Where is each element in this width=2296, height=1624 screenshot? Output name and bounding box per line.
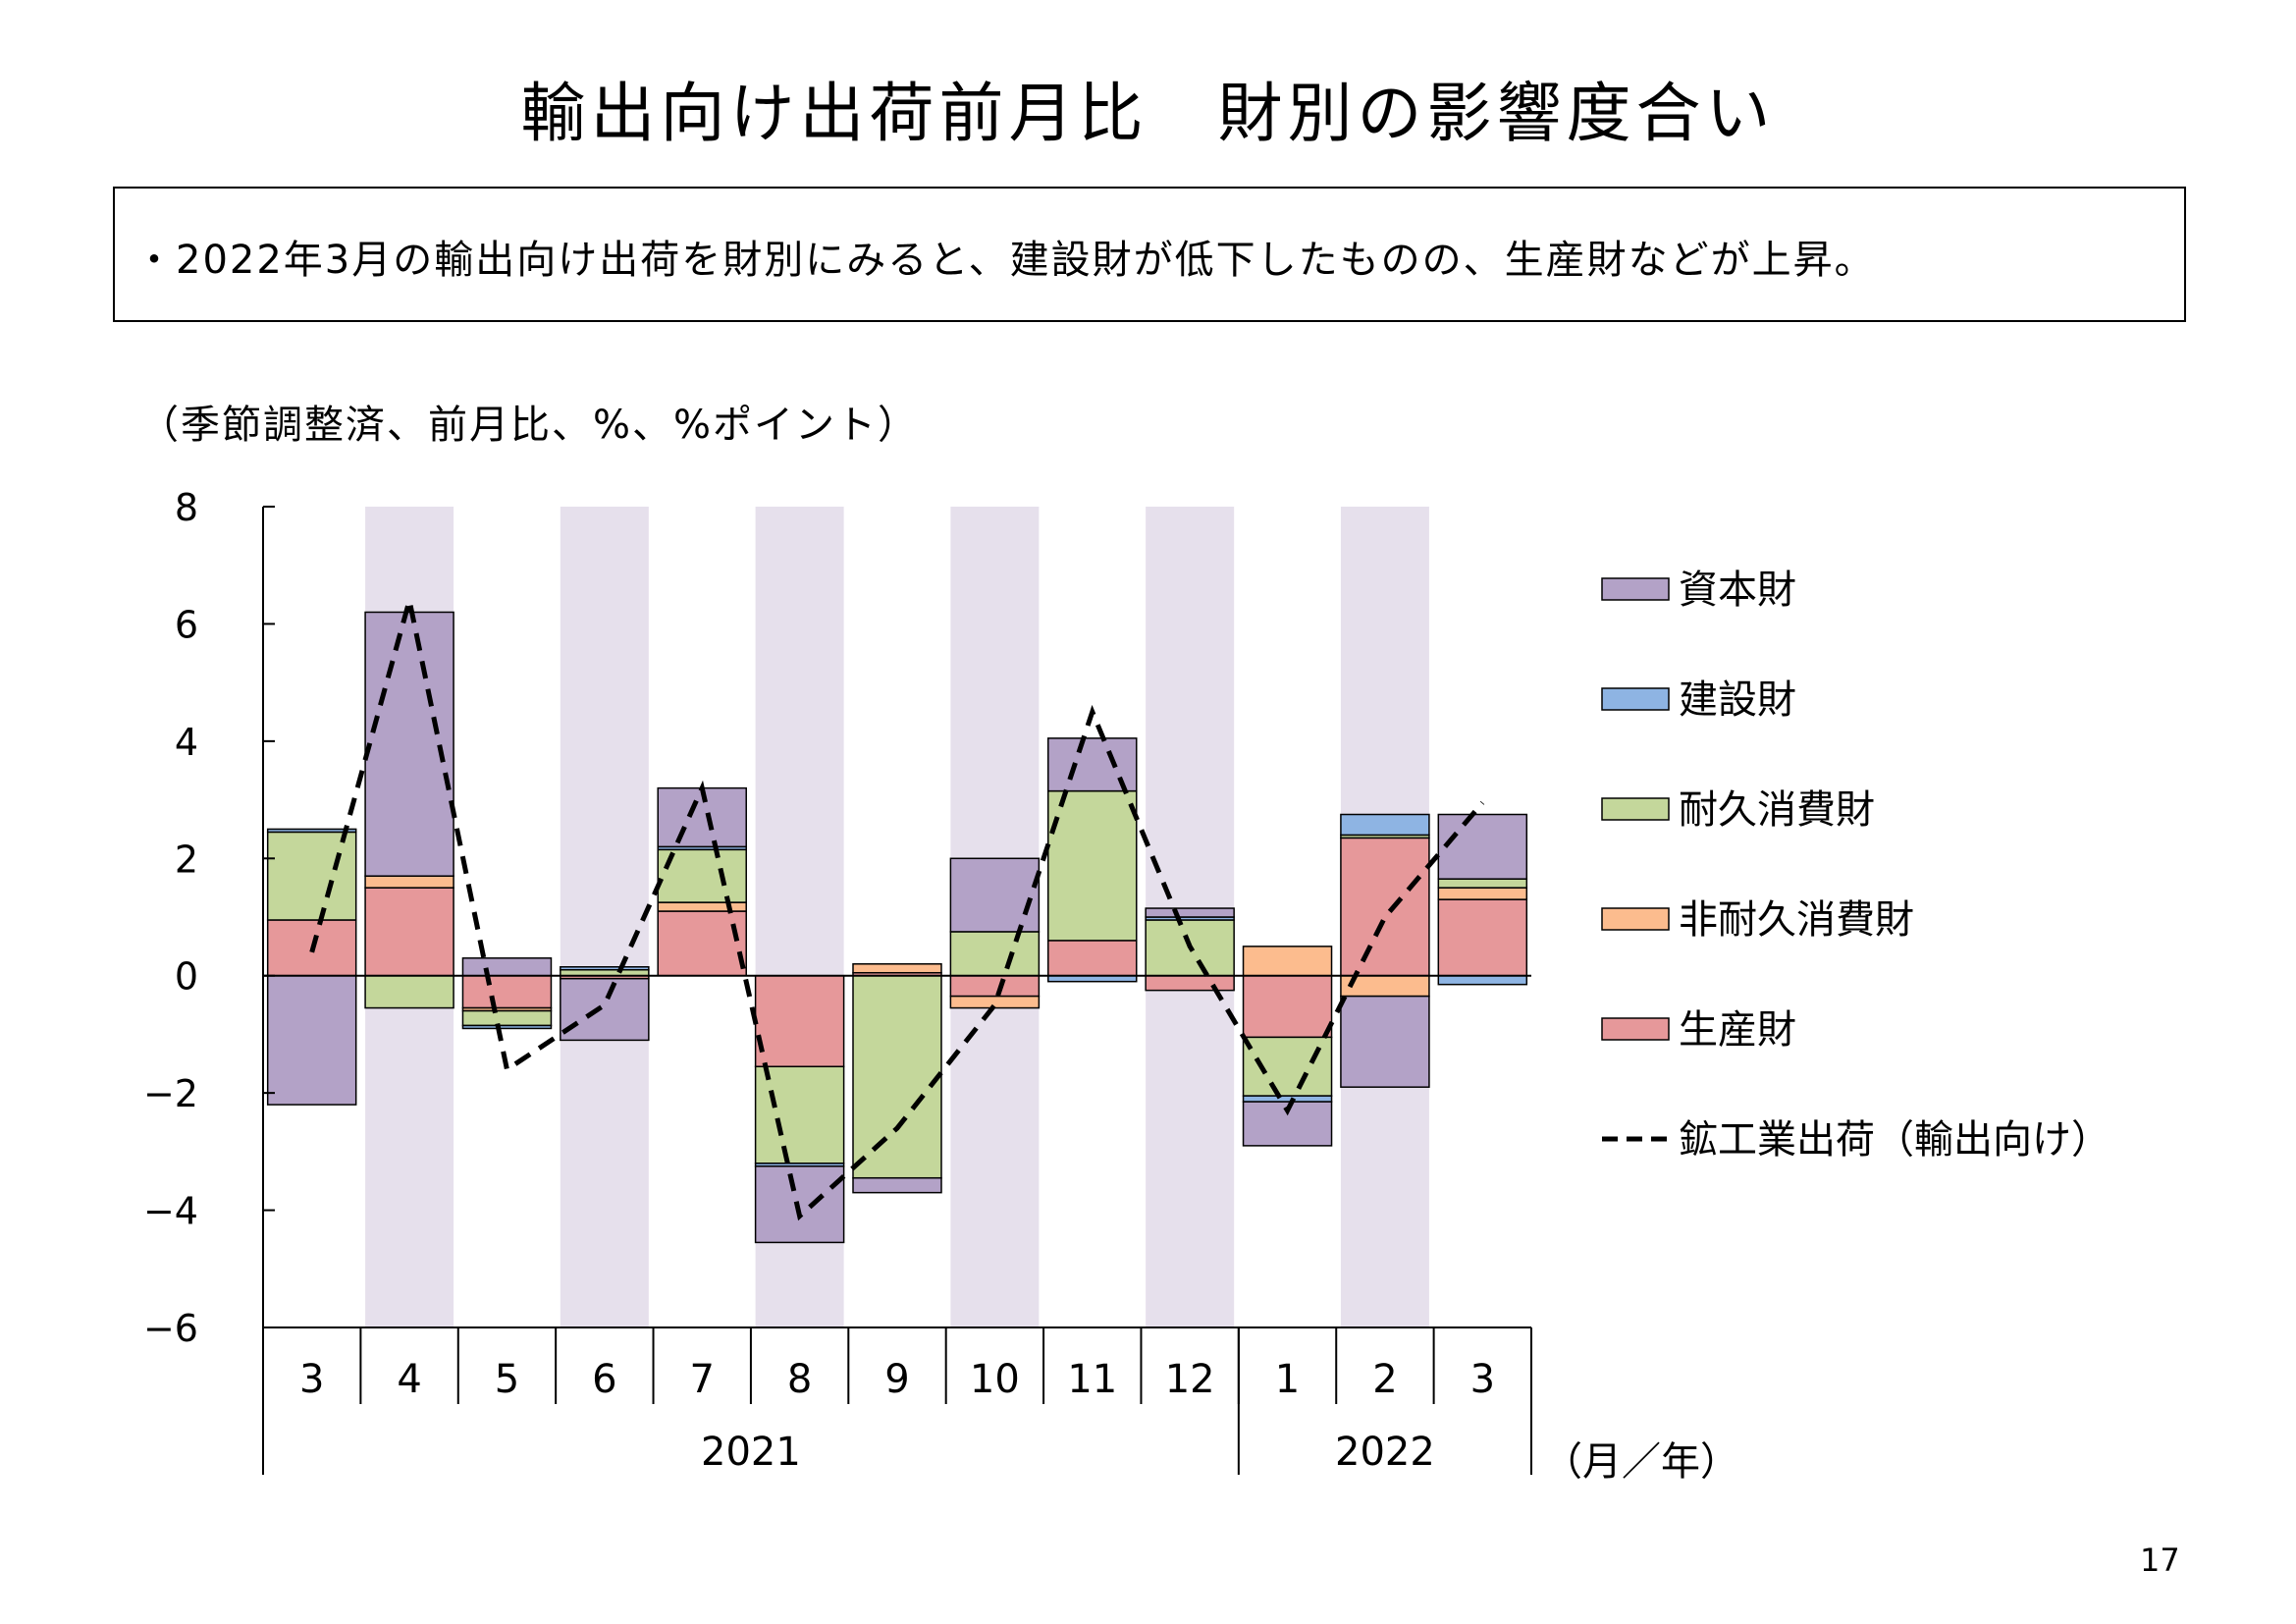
bar-production (1437, 898, 1528, 977)
page-number: 17 (2140, 1542, 2180, 1579)
bar-capital (754, 1165, 845, 1244)
bar-durable (266, 831, 357, 921)
x-tick-label: 1 (1275, 1357, 1300, 1402)
bar-durable (754, 1065, 845, 1164)
y-tick-label: 0 (175, 955, 198, 999)
legend-swatch-nondurable (1601, 907, 1670, 931)
bar-capital (364, 611, 454, 877)
x-tick-label: 6 (592, 1357, 616, 1402)
bar-production (1340, 837, 1430, 977)
x-tick-label: 3 (1470, 1357, 1495, 1402)
bar-construction (266, 828, 357, 834)
bar-production (1047, 940, 1138, 977)
y-tick-label: 6 (175, 603, 198, 646)
bar-construction (1242, 1095, 1333, 1103)
year-label: 2021 (701, 1430, 801, 1475)
bar-capital (461, 957, 553, 977)
x-tick-label: 3 (299, 1357, 324, 1402)
bar-capital (266, 974, 357, 1106)
y-tick-label: −4 (143, 1190, 198, 1233)
legend-swatch-durable (1601, 797, 1670, 821)
legend-label: 資本財 (1679, 568, 1796, 613)
bar-production (1242, 974, 1333, 1039)
bar-nondurable (657, 901, 747, 912)
bar-durable (1047, 789, 1138, 942)
x-tick-label: 5 (495, 1357, 519, 1402)
bar-capital (1145, 907, 1235, 918)
bar-capital (949, 857, 1041, 933)
legend-label: 建設財 (1679, 677, 1796, 723)
legend-swatch-capital (1601, 577, 1670, 601)
total-line (309, 599, 1485, 1221)
bar-production (364, 887, 454, 977)
y-tick-label: 4 (175, 721, 198, 764)
x-tick-label: 7 (690, 1357, 715, 1402)
bar-durable (364, 974, 454, 1009)
bar-durable (461, 1009, 553, 1027)
x-tick-label: 2 (1372, 1357, 1397, 1402)
bar-durable (1242, 1036, 1333, 1097)
y-tick-label: 8 (175, 486, 198, 529)
legend-label: 非耐久消費財 (1679, 897, 1914, 943)
bar-nondurable (949, 995, 1041, 1009)
legend-swatch-construction (1601, 687, 1670, 711)
page-title: 輸出向け出荷前月比 財別の影響度合い (520, 76, 1776, 151)
bar-nondurable (1437, 887, 1528, 900)
summary-box: ・2022年3月の輸出向け出荷を財別にみると、建設財が低下したものの、生産財など… (113, 187, 2186, 322)
bar-production (657, 910, 747, 977)
y-tick-label: −6 (143, 1307, 198, 1350)
bar-construction (560, 966, 650, 971)
bar-construction (1340, 813, 1430, 837)
x-tick-label: 4 (397, 1357, 421, 1402)
y-tick-label: −2 (143, 1072, 198, 1115)
x-tick-label: 11 (1067, 1357, 1117, 1402)
bar-capital (852, 1176, 942, 1194)
bar-nondurable (852, 963, 942, 974)
bar-construction (1437, 974, 1528, 986)
year-label: 2022 (1335, 1430, 1435, 1475)
bar-nondurable (364, 875, 454, 889)
x-axis-unit-label: （月／年） (1543, 1439, 1739, 1485)
x-tick-label: 8 (787, 1357, 812, 1402)
shaded-band (560, 507, 649, 1327)
bar-durable (852, 974, 942, 1179)
bar-capital (1437, 813, 1528, 880)
bar-capital (560, 977, 650, 1042)
bar-durable (1437, 878, 1528, 889)
x-tick-label: 12 (1165, 1357, 1215, 1402)
legend-label: 耐久消費財 (1679, 787, 1875, 833)
bar-production (754, 974, 845, 1068)
legend-label: 生産財 (1679, 1007, 1796, 1053)
x-tick-label: 10 (970, 1357, 1020, 1402)
bar-production (1145, 974, 1235, 992)
bar-capital (1340, 995, 1430, 1088)
units-note: （季節調整済、前月比、%、%ポイント） (139, 403, 920, 448)
legend-swatch-production (1601, 1017, 1670, 1041)
bar-nondurable (1242, 946, 1333, 977)
bar-construction (461, 1024, 553, 1030)
bar-durable (949, 931, 1041, 977)
summary-text: ・2022年3月の輸出向け出荷を財別にみると、建設財が低下したものの、生産財など… (134, 238, 1876, 283)
y-tick-label: 2 (175, 838, 198, 881)
bar-production (461, 974, 553, 1009)
legend-label: 鉱工業出荷（輸出向け） (1679, 1117, 2110, 1163)
bar-production (949, 974, 1041, 998)
x-tick-label: 9 (884, 1357, 909, 1402)
